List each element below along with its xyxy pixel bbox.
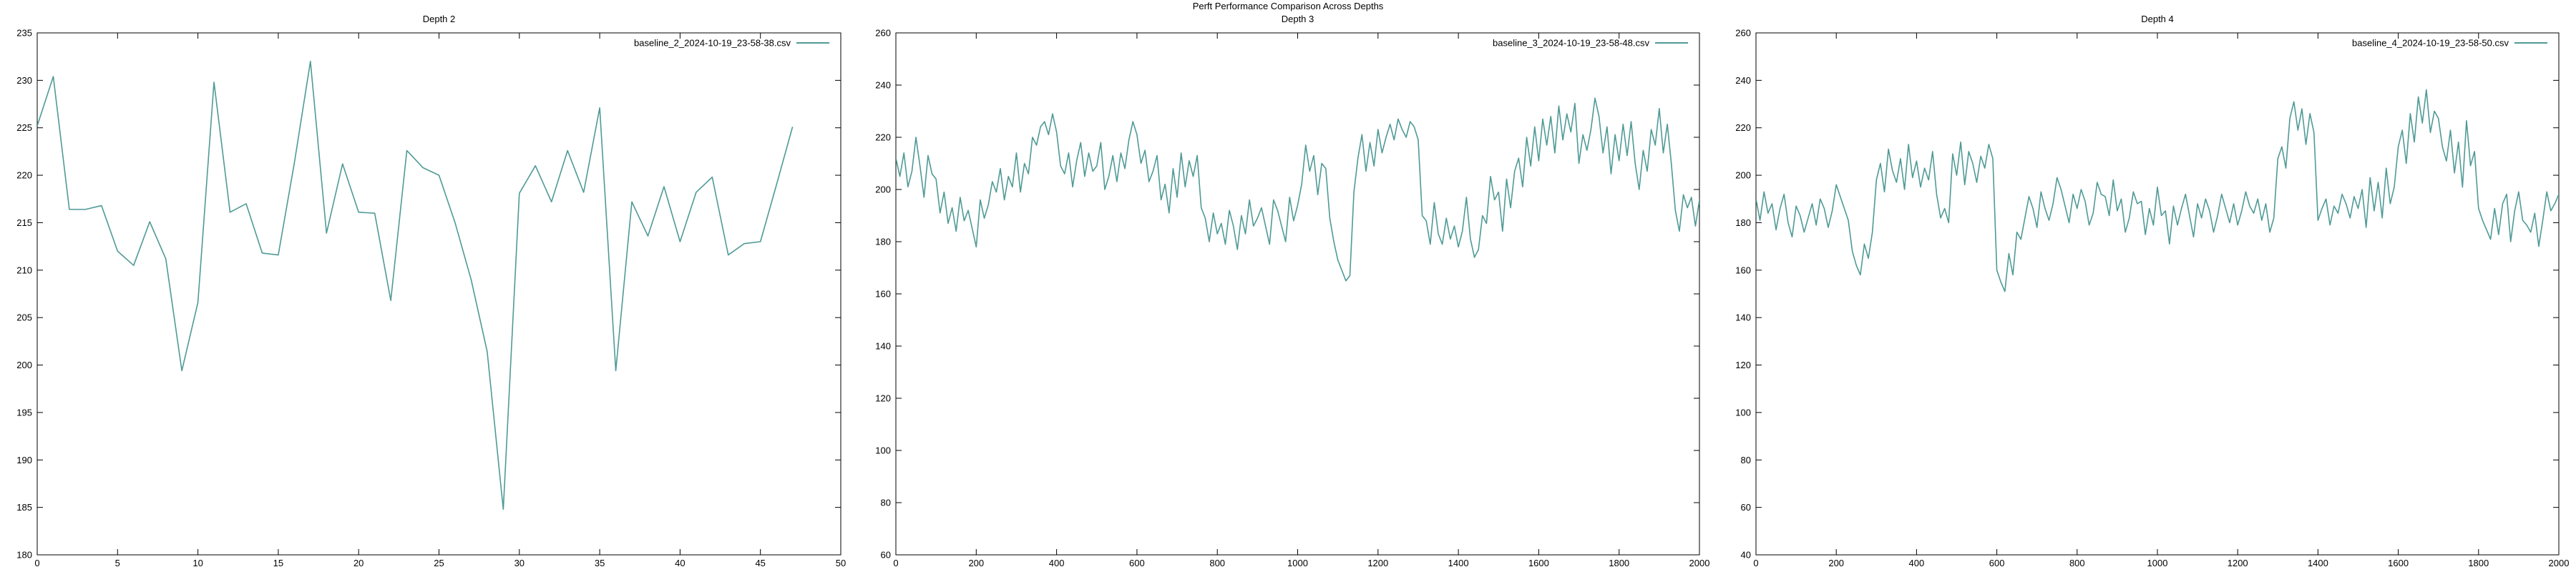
x-tick-label: 1200 [2228, 558, 2248, 568]
y-tick-label: 160 [875, 289, 891, 300]
x-tick-label: 0 [893, 558, 898, 568]
chart-panels: Depth 2 0 5 10 15 20 25 30 35 40 45 50 180 185 190 195 2… [16, 14, 2570, 568]
y-tick-label: 200 [875, 184, 891, 195]
chart-title: Depth 3 [1282, 14, 1314, 24]
y-tick-label: 215 [16, 217, 32, 228]
x-tick-label: 0 [34, 558, 39, 568]
y-tick-label: 200 [1735, 170, 1751, 181]
y-tick-label: 220 [16, 170, 32, 181]
x-tick-label: 1000 [1287, 558, 1308, 568]
chart-panel: Depth 2 0 5 10 15 20 25 30 35 40 45 50 180 185 190 195 2… [16, 14, 846, 568]
y-tick-label: 140 [875, 341, 891, 352]
y-tick-label: 260 [1735, 28, 1751, 39]
x-tick-label: 0 [1753, 558, 1758, 568]
y-tick-label: 235 [16, 28, 32, 39]
x-tick-label: 1800 [1609, 558, 1629, 568]
y-tick-label: 180 [1735, 217, 1751, 228]
chart-panel: Depth 3 0 200 400 600 800 1000 1200 1400 1600 1800… [875, 14, 1710, 568]
x-tick-label: 1400 [1448, 558, 1469, 568]
x-tick-label: 2000 [2549, 558, 2570, 568]
x-tick-label: 2000 [1689, 558, 1710, 568]
x-tick-label: 1000 [2147, 558, 2168, 568]
y-tick-label: 260 [875, 28, 891, 39]
y-tick-label: 185 [16, 502, 32, 513]
y-tick-label: 180 [16, 550, 32, 561]
y-tick-label: 80 [881, 498, 891, 508]
x-tick-label: 400 [1909, 558, 1925, 568]
y-tick-label: 160 [1735, 265, 1751, 275]
y-tick-label: 120 [875, 393, 891, 404]
chart-panel: Depth 4 0 200 400 600 800 1000 1200 1400 1600 1800… [1735, 14, 2570, 568]
series-line [896, 97, 1699, 282]
y-tick-label: 40 [1741, 550, 1751, 561]
series-line [1756, 89, 2559, 292]
legend-label: baseline_4_2024-10-19_23-58-50.csv [2352, 38, 2509, 49]
x-tick-label: 50 [836, 558, 846, 568]
x-tick-label: 35 [595, 558, 605, 568]
x-tick-label: 200 [1828, 558, 1844, 568]
y-tick-label: 240 [875, 80, 891, 91]
x-tick-label: 40 [675, 558, 685, 568]
y-tick-label: 190 [16, 455, 32, 465]
x-tick-label: 600 [1129, 558, 1145, 568]
y-tick-label: 120 [1735, 360, 1751, 370]
x-tick-label: 1600 [2388, 558, 2409, 568]
x-tick-label: 25 [434, 558, 444, 568]
y-tick-label: 225 [16, 122, 32, 133]
y-tick-label: 80 [1741, 455, 1751, 465]
y-tick-label: 200 [16, 360, 32, 370]
series-line [37, 61, 794, 511]
x-tick-label: 800 [1209, 558, 1225, 568]
x-tick-label: 200 [968, 558, 984, 568]
y-tick-label: 220 [1735, 122, 1751, 133]
y-tick-label: 60 [1741, 502, 1751, 513]
y-tick-label: 100 [1735, 407, 1751, 418]
y-tick-label: 60 [881, 550, 891, 561]
y-tick-label: 180 [875, 237, 891, 247]
y-tick-label: 230 [16, 75, 32, 86]
chart-title: Depth 4 [2141, 14, 2174, 24]
x-tick-label: 400 [1049, 558, 1065, 568]
y-tick-label: 140 [1735, 312, 1751, 323]
legend-label: baseline_3_2024-10-19_23-58-48.csv [1493, 38, 1649, 49]
x-tick-label: 30 [514, 558, 525, 568]
chart-title: Depth 2 [423, 14, 456, 24]
x-tick-label: 1800 [2468, 558, 2489, 568]
y-tick-label: 240 [1735, 75, 1751, 86]
figure-title: Perft Performance Comparison Across Dept… [1193, 1, 1384, 11]
y-tick-label: 100 [875, 445, 891, 456]
x-tick-label: 5 [115, 558, 120, 568]
x-tick-label: 800 [2069, 558, 2085, 568]
y-tick-label: 220 [875, 132, 891, 143]
x-tick-label: 10 [192, 558, 203, 568]
x-tick-label: 15 [273, 558, 283, 568]
x-tick-label: 45 [755, 558, 765, 568]
x-tick-label: 1400 [2308, 558, 2328, 568]
y-tick-label: 205 [16, 312, 32, 323]
legend-label: baseline_2_2024-10-19_23-58-38.csv [634, 38, 791, 49]
x-tick-label: 600 [1989, 558, 2005, 568]
x-tick-label: 1200 [1367, 558, 1388, 568]
x-tick-label: 1600 [1528, 558, 1549, 568]
x-tick-label: 20 [353, 558, 364, 568]
y-tick-label: 195 [16, 407, 32, 418]
y-tick-label: 210 [16, 265, 32, 275]
